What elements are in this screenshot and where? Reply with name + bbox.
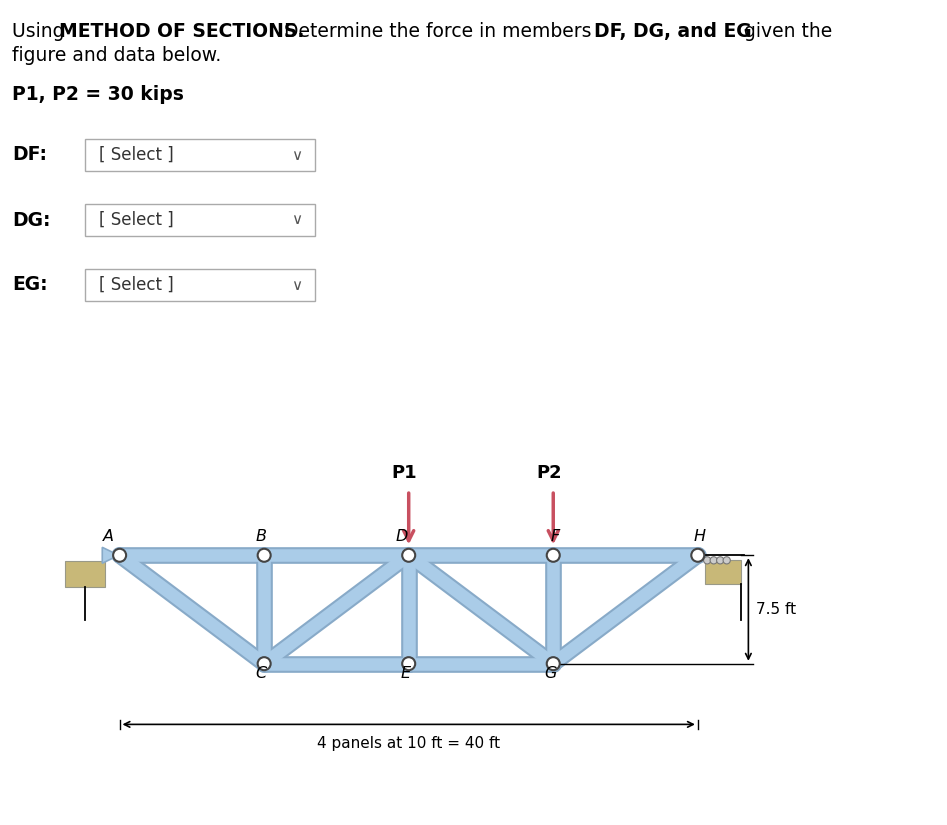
Text: E: E xyxy=(401,666,411,681)
Circle shape xyxy=(704,557,711,564)
Text: G: G xyxy=(545,666,557,681)
Polygon shape xyxy=(102,547,119,563)
Bar xyxy=(64,561,105,587)
Circle shape xyxy=(691,549,705,562)
Text: ∨: ∨ xyxy=(292,148,302,163)
Text: [ Select ]: [ Select ] xyxy=(99,276,173,294)
Bar xyxy=(85,269,315,301)
Text: given the: given the xyxy=(738,22,832,41)
Circle shape xyxy=(717,557,724,564)
Text: ∨: ∨ xyxy=(292,213,302,228)
Text: 7.5 ft: 7.5 ft xyxy=(756,602,795,617)
Text: A: A xyxy=(102,529,114,544)
Text: Using: Using xyxy=(12,22,70,41)
Text: figure and data below.: figure and data below. xyxy=(12,46,222,65)
Text: P1: P1 xyxy=(391,464,418,482)
Circle shape xyxy=(546,658,560,670)
Circle shape xyxy=(258,549,271,562)
Text: DF, DG, and EG: DF, DG, and EG xyxy=(594,22,752,41)
Text: F: F xyxy=(550,529,560,544)
Circle shape xyxy=(710,557,717,564)
Bar xyxy=(85,204,315,236)
Text: [ Select ]: [ Select ] xyxy=(99,146,173,164)
Text: C: C xyxy=(256,666,267,681)
Circle shape xyxy=(546,549,560,562)
Text: Determine the force in members: Determine the force in members xyxy=(278,22,598,41)
Text: P1, P2 = 30 kips: P1, P2 = 30 kips xyxy=(12,85,184,104)
Circle shape xyxy=(258,658,271,670)
Text: [ Select ]: [ Select ] xyxy=(99,211,173,229)
Text: P2: P2 xyxy=(536,464,562,482)
Text: DG:: DG: xyxy=(12,210,50,229)
Text: B: B xyxy=(256,529,267,544)
Circle shape xyxy=(113,549,126,562)
Text: D: D xyxy=(395,529,407,544)
Text: EG:: EG: xyxy=(12,276,47,295)
Text: H: H xyxy=(693,529,706,544)
Text: ∨: ∨ xyxy=(292,277,302,293)
Circle shape xyxy=(402,658,415,670)
Text: METHOD OF SECTIONS.: METHOD OF SECTIONS. xyxy=(59,22,304,41)
Text: DF:: DF: xyxy=(12,145,47,164)
Circle shape xyxy=(402,549,415,562)
Text: 4 panels at 10 ft = 40 ft: 4 panels at 10 ft = 40 ft xyxy=(317,736,500,751)
Bar xyxy=(705,559,742,584)
Bar xyxy=(85,139,315,171)
Circle shape xyxy=(724,557,730,564)
